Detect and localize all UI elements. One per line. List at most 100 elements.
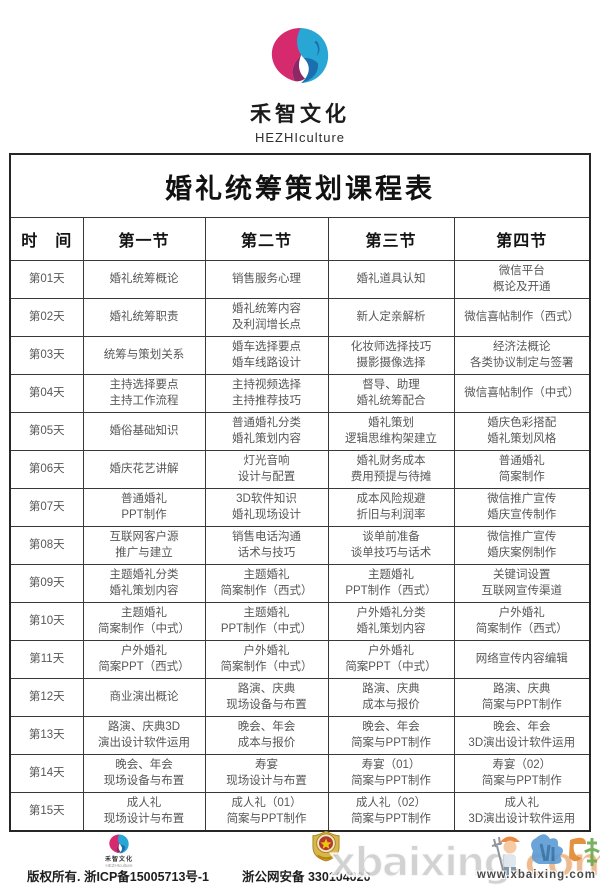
table-title-row: 婚礼统筹策划课程表	[9, 153, 591, 218]
table-title: 婚礼统筹策划课程表	[9, 153, 591, 218]
brand-logo-block: 禾智文化 HEZHIculture	[0, 26, 600, 145]
lesson-cell-3: 化妆师选择技巧 摄影摄像选择	[327, 336, 455, 375]
table-row: 第05天 婚俗基础知识 普通婚礼分类 婚礼策划内容 婚礼策划 逻辑思维构架建立 …	[9, 412, 591, 451]
lesson-cell-1: 路演、庆典3D 演出设计软件运用	[82, 716, 206, 755]
table-row: 第10天 主题婚礼 简案制作（中式） 主题婚礼 PPT制作（中式） 户外婚礼分类…	[9, 602, 591, 641]
column-header-lesson1: 第一节	[82, 217, 206, 261]
lesson-cell-2: 晚会、年会 成本与报价	[204, 716, 329, 755]
table-row: 第07天 普通婚礼 PPT制作 3D软件知识 婚礼现场设计 成本风险规避 折旧与…	[9, 488, 591, 527]
lesson-cell-3: 主题婚礼 PPT制作（西式）	[327, 564, 455, 603]
table-row: 第06天 婚庆花艺讲解 灯光音响 设计与配置 婚礼财务成本 费用预提与待摊 普通…	[9, 450, 591, 489]
lesson-cell-2: 成人礼（01） 简案与PPT制作	[204, 792, 329, 832]
footer-brand-logo: 禾智文化 HEZHIculture	[84, 834, 154, 869]
lesson-cell-4: 婚庆色彩搭配 婚礼策划风格	[453, 412, 591, 451]
footer: 禾智文化 HEZHIculture 版权所有. 浙ICP备15005713号-1…	[0, 828, 600, 893]
lesson-cell-4: 微信推广宣传 婚庆宣传制作	[453, 488, 591, 527]
copyright-text: 版权所有. 浙ICP备15005713号-1	[27, 870, 210, 884]
lesson-cell-2: 路演、庆典 现场设备与布置	[204, 678, 329, 717]
lesson-cell-4: 普通婚礼 简案制作	[453, 450, 591, 489]
lesson-cell-1: 主题婚礼 简案制作（中式）	[82, 602, 206, 641]
lesson-cell-4: 经济法概论 各类协议制定与签署	[453, 336, 591, 375]
lesson-cell-1: 商业演出概论	[82, 678, 206, 717]
lesson-cell-3: 路演、庆典 成本与报价	[327, 678, 455, 717]
table-row: 第04天 主持选择要点 主持工作流程 主持视频选择 主持推荐技巧 督导、助理 婚…	[9, 374, 591, 413]
table-row: 第09天 主题婚礼分类 婚礼策划内容 主题婚礼 简案制作（西式） 主题婚礼 PP…	[9, 564, 591, 603]
watermark-mascot-icon	[491, 834, 600, 879]
column-header-time: 时 间	[9, 217, 84, 261]
day-cell: 第14天	[9, 754, 84, 793]
lesson-cell-1: 晚会、年会 现场设备与布置	[82, 754, 206, 793]
day-cell: 第09天	[9, 564, 84, 603]
table-header-row: 时 间 第一节 第二节 第三节 第四节	[9, 217, 591, 261]
lesson-cell-2: 婚车选择要点 婚车线路设计	[204, 336, 329, 375]
day-cell: 第11天	[9, 640, 84, 679]
lesson-cell-1: 统筹与策划关系	[82, 336, 206, 375]
lesson-cell-1: 户外婚礼 简案PPT（西式）	[82, 640, 206, 679]
column-header-lesson2: 第二节	[204, 217, 329, 261]
lesson-cell-4: 晚会、年会 3D演出设计软件运用	[453, 716, 591, 755]
lesson-cell-1: 普通婚礼 PPT制作	[82, 488, 206, 527]
lesson-cell-2: 寿宴 现场设计与布置	[204, 754, 329, 793]
day-cell: 第10天	[9, 602, 84, 641]
lesson-cell-4: 户外婚礼 简案制作（西式）	[453, 602, 591, 641]
lesson-cell-3: 成人礼（02） 简案与PPT制作	[327, 792, 455, 832]
table-row: 第12天 商业演出概论 路演、庆典 现场设备与布置 路演、庆典 成本与报价 路演…	[9, 678, 591, 717]
lesson-cell-2: 销售电话沟通 话术与技巧	[204, 526, 329, 565]
day-cell: 第12天	[9, 678, 84, 717]
lesson-cell-3: 成本风险规避 折旧与利润率	[327, 488, 455, 527]
footer-hezhi-logo-icon	[109, 834, 129, 854]
lesson-cell-4: 路演、庆典 简案与PPT制作	[453, 678, 591, 717]
lesson-cell-1: 婚礼统筹职责	[82, 298, 206, 337]
police-badge-icon	[312, 831, 340, 862]
lesson-cell-1: 互联网客户源 推广与建立	[82, 526, 206, 565]
lesson-cell-4: 关键词设置 互联网宣传渠道	[453, 564, 591, 603]
lesson-cell-4: 微信推广宣传 婚庆案例制作	[453, 526, 591, 565]
lesson-cell-3: 寿宴（01） 简案与PPT制作	[327, 754, 455, 793]
lesson-cell-2: 主题婚礼 PPT制作（中式）	[204, 602, 329, 641]
table-row: 第13天 路演、庆典3D 演出设计软件运用 晚会、年会 成本与报价 晚会、年会 …	[9, 716, 591, 755]
police-filing-text: 浙公网安备 330104020	[242, 870, 371, 884]
lesson-cell-1: 婚庆花艺讲解	[82, 450, 206, 489]
lesson-cell-2: 婚礼统筹内容 及利润增长点	[204, 298, 329, 337]
course-table-body: 第01天 婚礼统筹概论 销售服务心理 婚礼道具认知 微信平台 概论及开通 第02…	[9, 260, 591, 832]
lesson-cell-3: 户外婚礼 简案PPT（中式）	[327, 640, 455, 679]
lesson-cell-4: 微信喜帖制作（中式）	[453, 374, 591, 413]
table-row: 第03天 统筹与策划关系 婚车选择要点 婚车线路设计 化妆师选择技巧 摄影摄像选…	[9, 336, 591, 375]
day-cell: 第02天	[9, 298, 84, 337]
lesson-cell-4: 微信喜帖制作（西式）	[453, 298, 591, 337]
table-row: 第15天 成人礼 现场设计与布置 成人礼（01） 简案与PPT制作 成人礼（02…	[9, 792, 591, 832]
lesson-cell-3: 婚礼策划 逻辑思维构架建立	[327, 412, 455, 451]
watermark-url: www.xbaixing.com	[476, 869, 596, 881]
lesson-cell-2: 销售服务心理	[204, 260, 329, 299]
day-cell: 第13天	[9, 716, 84, 755]
lesson-cell-1: 主题婚礼分类 婚礼策划内容	[82, 564, 206, 603]
lesson-cell-4: 网络宣传内容编辑	[453, 640, 591, 679]
lesson-cell-4: 成人礼 3D演出设计软件运用	[453, 792, 591, 832]
table-row: 第01天 婚礼统筹概论 销售服务心理 婚礼道具认知 微信平台 概论及开通	[9, 260, 591, 299]
lesson-cell-3: 婚礼道具认知	[327, 260, 455, 299]
lesson-cell-4: 微信平台 概论及开通	[453, 260, 591, 299]
day-cell: 第05天	[9, 412, 84, 451]
lesson-cell-3: 婚礼财务成本 费用预提与待摊	[327, 450, 455, 489]
watermark-text-main: xbaixing	[329, 837, 514, 887]
brand-name-en: HEZHIculture	[254, 130, 346, 145]
day-cell: 第01天	[9, 260, 84, 299]
table-row: 第08天 互联网客户源 推广与建立 销售电话沟通 话术与技巧 谈单前准备 谈单技…	[9, 526, 591, 565]
footer-brand-name-en: HEZHIculture	[105, 862, 133, 868]
lesson-cell-1: 成人礼 现场设计与布置	[82, 792, 206, 832]
lesson-cell-2: 普通婚礼分类 婚礼策划内容	[204, 412, 329, 451]
lesson-cell-2: 3D软件知识 婚礼现场设计	[204, 488, 329, 527]
footer-brand-name: 禾智文化	[104, 857, 133, 863]
day-cell: 第15天	[9, 792, 84, 832]
hezhi-logo-icon	[271, 28, 329, 84]
watermark-text: xbaixing.com	[329, 837, 600, 887]
lesson-cell-1: 婚礼统筹概论	[82, 260, 206, 299]
day-cell: 第03天	[9, 336, 84, 375]
brand-name: 禾智文化	[250, 103, 350, 126]
course-table: 婚礼统筹策划课程表 时 间 第一节 第二节 第三节 第四节 第01天 婚礼统筹概…	[9, 153, 592, 832]
lesson-cell-3: 谈单前准备 谈单技巧与话术	[327, 526, 455, 565]
table-row: 第02天 婚礼统筹职责 婚礼统筹内容 及利润增长点 新人定亲解析 微信喜帖制作（…	[9, 298, 591, 337]
column-header-lesson4: 第四节	[453, 217, 591, 261]
day-cell: 第06天	[9, 450, 84, 489]
lesson-cell-2: 灯光音响 设计与配置	[204, 450, 329, 489]
